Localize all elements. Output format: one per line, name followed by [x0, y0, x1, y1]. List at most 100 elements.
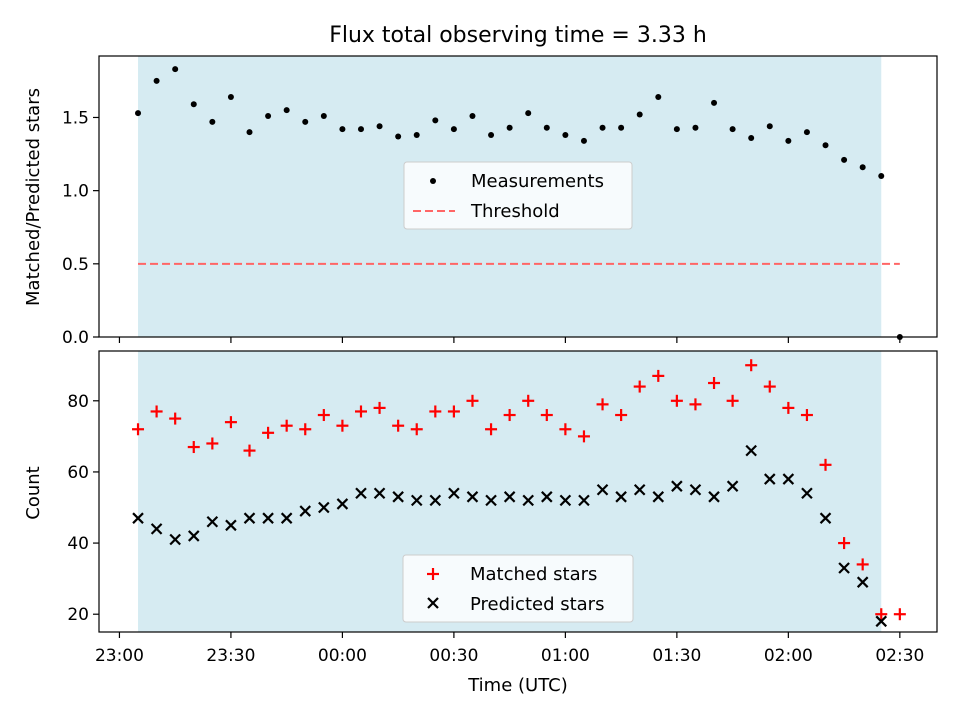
predicted-star-point [336, 498, 349, 510]
measurement-point [339, 126, 346, 133]
xtick-label: 23:30 [206, 646, 255, 666]
count-plot-frame [98, 350, 938, 633]
predicted-star-point [763, 473, 776, 485]
predicted-star-point [596, 483, 609, 496]
measurement-point [673, 126, 680, 133]
matched-star-point [559, 423, 572, 436]
measurement-point [655, 93, 662, 100]
predicted-star-point [671, 480, 683, 492]
predicted-star-point [132, 512, 144, 524]
xtick-label: 00:00 [318, 646, 367, 666]
measurement-point [506, 124, 513, 131]
matched-star-point [132, 423, 145, 436]
matched-star-point [782, 401, 795, 414]
legend-threshold-label: Threshold [470, 201, 560, 222]
xtick-label: 02:30 [875, 646, 924, 666]
predicted-star-point [615, 491, 627, 503]
matched-star-point [893, 608, 906, 621]
matched-star-point [819, 458, 832, 471]
predicted-star-point [652, 491, 665, 503]
matched-star-point [577, 430, 590, 443]
measurement-point [450, 126, 457, 133]
count-legend: Matched stars Predicted stars [402, 554, 634, 623]
legend-matched-label: Matched stars [470, 564, 597, 585]
measurement-point [525, 110, 532, 117]
ratio-panel: 0.0 0.5 1.0 1.5 Matched/Predicted stars Mea… [23, 55, 938, 348]
predicted-star-point [187, 530, 200, 542]
chart-title: Flux total observing time = 3.33 h [329, 23, 707, 48]
measurement-point [488, 132, 495, 139]
matched-star-point [466, 394, 479, 407]
measurement-point [766, 123, 773, 130]
xtick-label: 01:30 [652, 646, 701, 666]
predicted-star-point [819, 512, 832, 524]
ratio-ytick-label: 1.5 [62, 108, 89, 128]
predicted-star-point [875, 615, 888, 628]
matched-star-point [224, 416, 237, 429]
predicted-star-point [745, 444, 757, 457]
matched-star-point [522, 394, 535, 407]
xtick-label: 23:00 [95, 646, 144, 666]
matched-star-point [150, 405, 163, 418]
matched-star-point [596, 398, 609, 411]
predicted-star-point [856, 576, 869, 588]
ratio-plot-frame [98, 55, 938, 338]
matched-star-point [187, 441, 200, 454]
predicted-star-point [541, 491, 553, 503]
legend-measurements-label: Measurements [471, 171, 604, 192]
predicted-star-point [485, 494, 497, 507]
ratio-y-axis-label: Matched/Predicted stars [23, 88, 44, 306]
measurement-point [711, 99, 718, 106]
predicted-star-point [466, 491, 479, 503]
predicted-star-point [299, 505, 312, 517]
measurement-point [135, 110, 142, 117]
legend-predicted-label: Predicted stars [470, 594, 604, 615]
predicted-star-point [392, 491, 404, 503]
matched-star-point [354, 405, 367, 418]
legend-predicted-marker [427, 597, 439, 609]
predicted-star-point [559, 494, 572, 507]
predicted-star-point [429, 494, 442, 507]
matched-star-point [503, 409, 516, 422]
measurement-point [822, 142, 829, 149]
predicted-star-point [206, 515, 219, 528]
measurement-point [432, 117, 439, 124]
matched-star-point [336, 419, 349, 432]
matched-star-point [800, 409, 813, 422]
measurement-point [748, 134, 755, 141]
matched-star-point [299, 423, 312, 436]
measurement-point [190, 101, 197, 108]
predicted-star-point [633, 483, 646, 496]
predicted-star-point [355, 487, 367, 500]
predicted-star-point [522, 494, 534, 507]
matched-star-point [243, 444, 256, 457]
count-ytick-label: 20 [67, 605, 89, 625]
predicted-star-point [373, 487, 386, 500]
measurement-point [859, 164, 866, 171]
legend-matched-marker [427, 568, 439, 580]
ratio-legend-box [403, 161, 633, 230]
matched-star-point [410, 423, 423, 436]
predicted-star-point [708, 491, 720, 503]
matched-star-point [206, 437, 219, 450]
ratio-legend: Measurements Threshold [403, 161, 633, 230]
matched-star-point [317, 409, 330, 422]
matched-star-point [540, 409, 553, 422]
predicted-star-point [243, 512, 256, 524]
count-panel: 20 40 60 80 23:00 23:30 00:00 00:30 01:00 01:30 0… [23, 350, 938, 696]
measurement-point [283, 107, 290, 114]
predicted-star-point [726, 480, 739, 492]
measurement-point [841, 156, 848, 163]
predicted-star-point [838, 562, 850, 574]
predicted-star-point [262, 512, 274, 524]
matched-star-point [708, 377, 721, 390]
predicted-star-point [150, 523, 163, 535]
predicted-star-point [318, 501, 330, 514]
matched-star-point [726, 394, 739, 407]
ratio-ytick-label: 0.5 [62, 255, 89, 275]
measurement-point [413, 132, 420, 139]
matched-star-point [262, 426, 275, 439]
measurement-point [265, 113, 272, 120]
predicted-star-point [280, 512, 293, 524]
